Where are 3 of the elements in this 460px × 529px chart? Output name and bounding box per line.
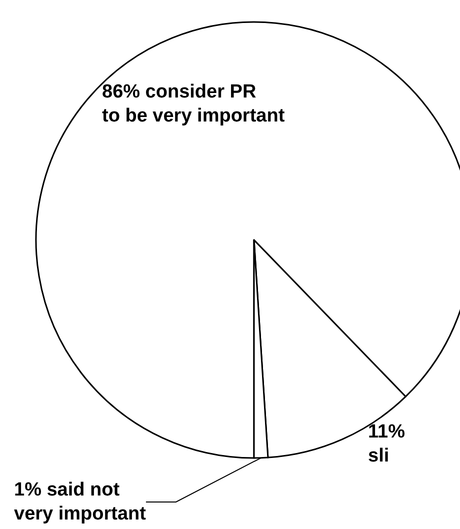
slice-label: 11% sli (368, 422, 406, 466)
slice-label: 86% consider PR to be very important (102, 82, 286, 126)
slice-label: 1% said not very important (14, 480, 147, 524)
